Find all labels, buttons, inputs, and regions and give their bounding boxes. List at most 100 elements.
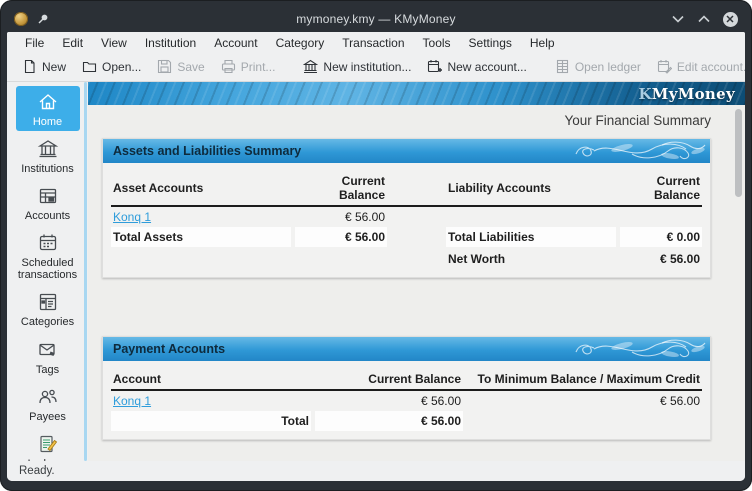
close-icon <box>722 11 738 27</box>
menu-category[interactable]: Category <box>275 36 325 50</box>
menu-help[interactable]: Help <box>529 36 555 50</box>
home-view: KMyMoney Your Financial Summary Assets a… <box>88 82 745 461</box>
account-link-konq1[interactable]: Konq 1 <box>113 210 152 224</box>
sidebar-item-accounts[interactable]: Accounts <box>16 180 80 225</box>
header-rule <box>111 389 702 391</box>
assets-liabilities-section: Assets and Liabilities Summary <box>102 138 711 278</box>
payments-total-value: € 56.00 <box>315 411 463 431</box>
column-header-current-balance: Current Balance <box>653 174 700 202</box>
toolbar-label: New institution... <box>323 59 412 74</box>
column-header-current-balance: Current Balance <box>338 174 385 202</box>
flourish-ornament-icon <box>575 141 706 160</box>
new-file-button[interactable]: New <box>15 56 73 77</box>
sidebar-item-label: Payees <box>29 410 66 423</box>
kmymoney-banner: KMyMoney <box>88 82 745 105</box>
net-worth-value: € 56.00 <box>659 252 700 266</box>
kmymoney-logo: KMyMoney <box>638 84 735 103</box>
open-ledger-button[interactable]: Open ledger <box>548 56 648 77</box>
menu-account[interactable]: Account <box>214 36 258 50</box>
vertical-scrollbar[interactable] <box>735 109 742 457</box>
pin-icon[interactable] <box>37 13 49 25</box>
sidebar: Home Institutions Accounts <box>7 82 88 461</box>
save-button[interactable]: Save <box>150 56 211 77</box>
new-account-button[interactable]: New account... <box>420 56 533 77</box>
close-button[interactable] <box>722 11 738 27</box>
page-title: Your Financial Summary <box>564 113 711 128</box>
sidebar-item-home[interactable]: Home <box>15 86 80 132</box>
toolbar-label: Edit account... <box>676 59 745 74</box>
menu-transaction[interactable]: Transaction <box>342 36 405 50</box>
statusbar: Ready. <box>7 461 745 481</box>
scrollbar-thumb[interactable] <box>735 109 742 197</box>
sidebar-item-label: Accounts <box>24 210 71 223</box>
assets-liabilities-table: Asset Accounts Current Balance Liability… <box>111 171 702 269</box>
total-liabilities-label: Total Liabilities <box>446 227 616 247</box>
categories-icon <box>36 290 60 314</box>
ledgers-icon <box>36 432 60 456</box>
column-header-account: Account <box>113 372 161 386</box>
window-title: mymoney.kmy — KMyMoney <box>296 12 456 26</box>
payment-min-max-value: € 56.00 <box>659 394 700 408</box>
toolbar-label: Open ledger <box>574 59 641 74</box>
sidebar-item-tags[interactable]: Tags <box>16 334 80 379</box>
toolbar-label: New <box>42 59 67 74</box>
section-header: Payment Accounts <box>103 337 710 361</box>
minimize-button[interactable] <box>670 11 686 27</box>
section-title: Assets and Liabilities Summary <box>113 144 302 158</box>
payment-accounts-table: Account Current Balance To Minimum Balan… <box>111 369 702 431</box>
payees-icon <box>36 385 60 409</box>
menu-file[interactable]: File <box>25 36 45 50</box>
status-text: Ready. <box>19 465 55 477</box>
tag-icon <box>36 338 60 362</box>
sidebar-item-label: Institutions <box>21 163 74 176</box>
edit-account-button[interactable]: Edit account... <box>650 56 745 77</box>
sidebar-item-scheduled-transactions[interactable]: Scheduled transactions <box>16 227 80 284</box>
column-header-asset-accounts: Asset Accounts <box>113 181 204 195</box>
toolbar-label: New account... <box>447 59 527 74</box>
toolbar-label: Save <box>177 59 205 74</box>
new-institution-button[interactable]: New institution... <box>296 56 418 77</box>
flourish-ornament-icon <box>575 339 706 358</box>
section-header: Assets and Liabilities Summary <box>103 139 710 163</box>
header-rule <box>111 205 702 207</box>
total-liabilities-value: € 0.00 <box>620 227 702 247</box>
print-button[interactable]: Print... <box>214 56 283 77</box>
total-assets-label: Total Assets <box>111 227 291 247</box>
table-row: Konq 1 <box>111 207 291 227</box>
column-header-liability-accounts: Liability Accounts <box>448 181 551 195</box>
menu-edit[interactable]: Edit <box>62 36 84 50</box>
account-link-konq1[interactable]: Konq 1 <box>113 394 152 408</box>
bank-icon <box>36 137 60 161</box>
sidebar-item-label: Tags <box>35 363 60 376</box>
total-assets-value: € 56.00 <box>295 227 387 247</box>
menu-institution[interactable]: Institution <box>144 36 197 50</box>
toolbar-label: Open... <box>102 59 142 74</box>
section-title: Payment Accounts <box>113 342 226 356</box>
net-worth-label: Net Worth <box>448 252 506 266</box>
column-header-current-balance: Current Balance <box>368 372 461 386</box>
sidebar-item-label: Home <box>32 116 63 128</box>
kmymoney-app-icon <box>14 12 28 26</box>
payment-accounts-section: Payment Accounts <box>102 336 711 440</box>
sidebar-item-categories[interactable]: Categories <box>16 286 80 331</box>
sidebar-item-label: Scheduled transactions <box>17 257 78 282</box>
toolbar: New Open... Save Print... New institutio… <box>7 52 745 82</box>
sidebar-item-label: Categories <box>20 316 75 329</box>
menu-settings[interactable]: Settings <box>468 36 512 50</box>
sidebar-item-payees[interactable]: Payees <box>16 381 80 426</box>
calendar-icon <box>36 231 60 255</box>
menu-view[interactable]: View <box>101 36 127 50</box>
open-file-button[interactable]: Open... <box>75 56 148 77</box>
menu-tools[interactable]: Tools <box>422 36 451 50</box>
sidebar-item-label: Ledgers <box>28 458 68 461</box>
app-surface: File Edit View Institution Account Categ… <box>7 32 745 481</box>
asset-balance-value: € 56.00 <box>344 210 385 224</box>
home-icon <box>36 90 60 114</box>
payments-total-label: Total <box>111 411 311 431</box>
maximize-button[interactable] <box>696 11 712 27</box>
toolbar-label: Print... <box>240 59 276 74</box>
sidebar-item-ledgers[interactable]: Ledgers <box>16 428 80 461</box>
table-row: Konq 1 <box>111 391 311 411</box>
sidebar-item-institutions[interactable]: Institutions <box>16 133 80 178</box>
